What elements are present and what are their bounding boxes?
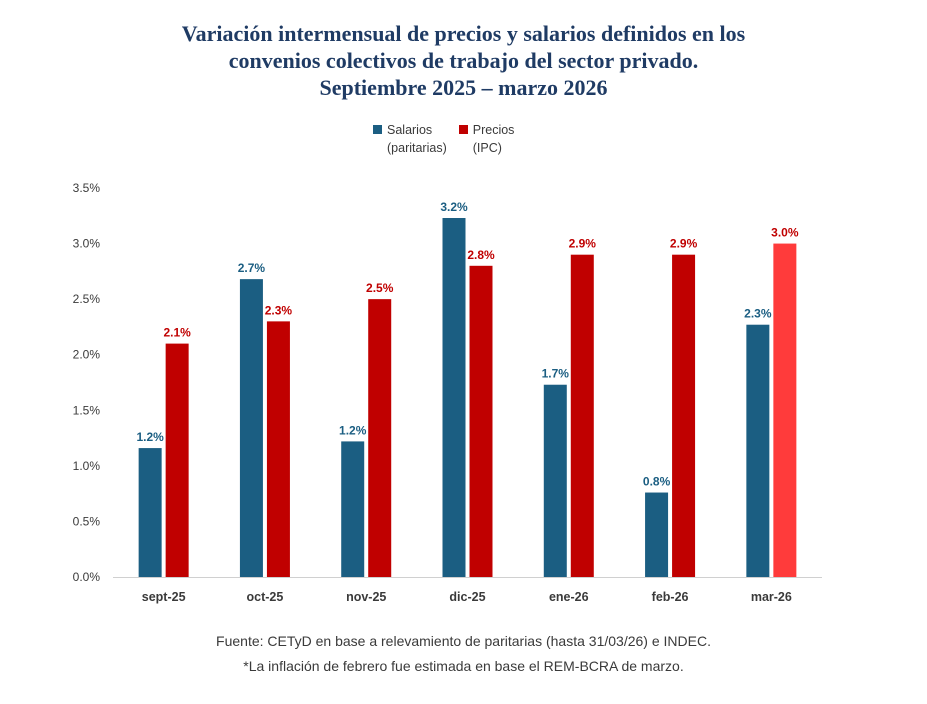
data-label: 2.3% — [744, 307, 772, 321]
x-tick-label: sept-25 — [142, 590, 186, 604]
bar-salarios — [239, 279, 263, 577]
legend-label: (IPC) — [472, 141, 502, 155]
chart-title-line: Septiembre 2025 – marzo 2026 — [319, 75, 608, 100]
bar-precios — [773, 243, 797, 578]
chart-legend: Salarios (paritarias) Precios (IPC) — [373, 121, 514, 157]
chart-title-line: convenios colectivos de trabajo del sect… — [228, 48, 699, 73]
data-label: 1.2% — [339, 423, 367, 437]
data-label: 2.7% — [238, 261, 266, 275]
data-label: 3.0% — [771, 226, 799, 240]
bar-salarios — [645, 492, 669, 577]
bar-precios — [266, 321, 290, 577]
y-tick-label: 3.0% — [73, 237, 101, 251]
x-tick-label: nov-25 — [346, 590, 386, 604]
legend-item-salarios: Salarios (paritarias) — [373, 121, 447, 157]
y-tick-label: 2.0% — [73, 348, 101, 362]
x-tick-label: feb-26 — [652, 590, 689, 604]
x-tick-label: ene-26 — [549, 590, 589, 604]
data-label: 0.8% — [643, 475, 671, 489]
data-label: 1.7% — [542, 367, 570, 381]
bar-precios — [570, 254, 594, 577]
data-label: 3.2% — [440, 200, 468, 214]
bar-salarios — [341, 441, 365, 577]
y-tick-label: 1.0% — [73, 459, 101, 473]
bar-salarios — [442, 218, 466, 577]
bar-precios — [672, 254, 696, 577]
data-label: 2.9% — [670, 237, 698, 251]
data-label: 1.2% — [136, 430, 164, 444]
legend-swatch-precios — [458, 125, 468, 134]
bar-precios — [469, 265, 493, 577]
data-label: 2.9% — [569, 237, 597, 251]
bar-precios — [165, 343, 189, 577]
legend-label: (paritarias) — [387, 141, 447, 155]
y-tick-label: 1.5% — [73, 403, 101, 417]
legend-label: Salarios — [387, 123, 433, 137]
x-tick-label: oct-25 — [247, 590, 284, 604]
legend-item-precios: Precios (IPC) — [458, 121, 515, 157]
chart-title: Variación intermensual de precios y sala… — [0, 20, 927, 101]
bar-precios — [368, 299, 392, 577]
legend-swatch-salarios — [373, 125, 382, 134]
data-label: 2.8% — [467, 248, 495, 262]
data-label: 2.3% — [265, 303, 293, 317]
chart-title-line: Variación intermensual de precios y sala… — [181, 21, 746, 46]
footnote: *La inflación de febrero fue estimada en… — [243, 658, 684, 674]
bar-salarios — [746, 324, 770, 577]
y-tick-label: 3.5% — [73, 181, 101, 195]
source-note: Fuente: CETyD en base a relevamiento de … — [216, 633, 711, 649]
y-tick-label: 2.5% — [73, 292, 101, 306]
x-tick-label: dic-25 — [449, 590, 485, 604]
bar-salarios — [138, 448, 162, 577]
legend-label: Precios — [472, 123, 515, 137]
data-label: 2.1% — [163, 326, 191, 340]
x-tick-label: mar-26 — [751, 590, 792, 604]
y-tick-label: 0.5% — [73, 514, 101, 528]
data-label: 2.5% — [366, 281, 394, 295]
y-tick-label: 0.0% — [73, 570, 101, 584]
bar-salarios — [543, 384, 567, 577]
